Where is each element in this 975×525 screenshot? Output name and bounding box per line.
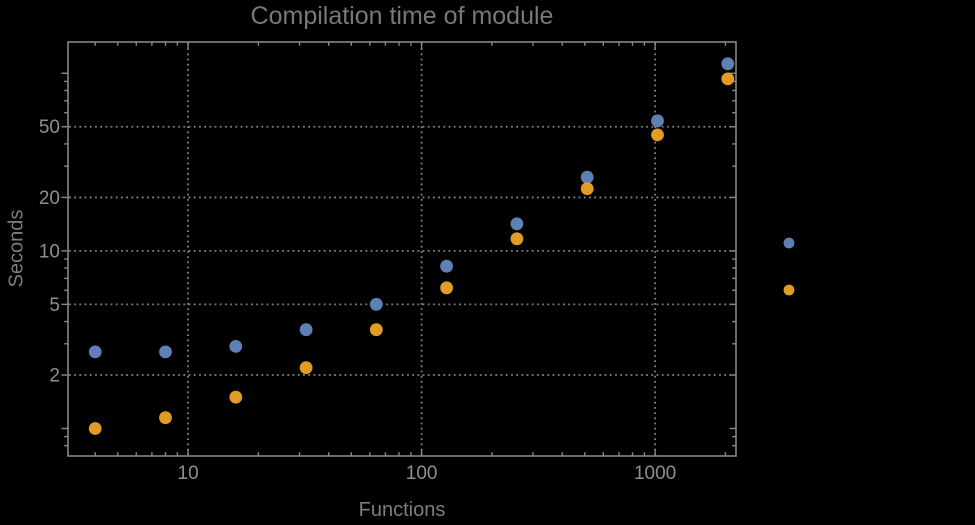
y-tick-label: 10	[39, 241, 60, 262]
data-point-series-2	[159, 411, 172, 425]
legend-marker	[783, 237, 795, 249]
data-point-series-1	[299, 323, 313, 337]
y-tick-label: 50	[39, 117, 60, 138]
data-point-series-1	[580, 170, 594, 184]
data-point-series-1	[88, 345, 102, 359]
data-point-series-1	[369, 297, 383, 311]
data-point-series-2	[721, 72, 735, 86]
x-axis-label: Functions	[358, 499, 446, 521]
x-tick-label: 1000	[634, 463, 676, 484]
y-axis-label: Seconds	[5, 209, 28, 288]
data-point-series-1	[721, 57, 735, 71]
data-point-series-1	[159, 345, 172, 359]
plot-frame	[67, 41, 737, 457]
data-point-series-1	[510, 217, 524, 231]
y-tick-label: 2	[49, 366, 60, 387]
data-point-series-2	[580, 182, 594, 196]
legend-marker	[783, 284, 795, 296]
data-point-series-2	[299, 361, 313, 375]
data-point-series-2	[510, 232, 524, 246]
data-point-series-2	[229, 390, 243, 404]
data-point-series-2	[88, 422, 102, 435]
data-point-series-1	[440, 259, 453, 273]
data-point-series-2	[440, 281, 453, 295]
x-tick-label: 100	[406, 463, 438, 484]
y-tick-label: 5	[49, 295, 60, 316]
plot-title: Compilation time of module	[250, 2, 554, 30]
data-point-series-2	[369, 323, 383, 337]
y-tick-label: 20	[39, 188, 60, 209]
x-tick-label: 10	[178, 463, 199, 484]
data-point-series-1	[229, 340, 243, 353]
data-point-series-2	[651, 128, 664, 142]
data-point-series-1	[651, 114, 664, 128]
